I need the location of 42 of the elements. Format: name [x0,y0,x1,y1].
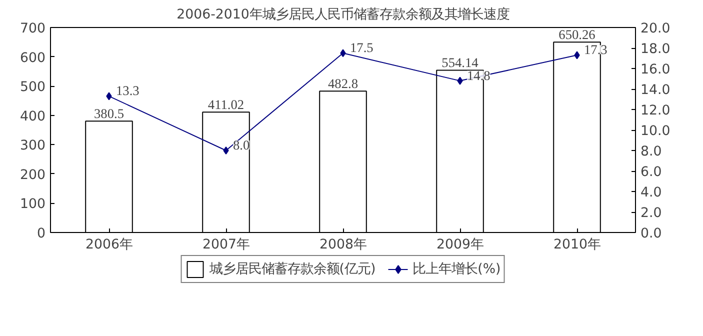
x-tick-label: 2007年 [202,238,250,252]
data-label: 14.8 [467,68,491,83]
data-label: 13.3 [116,83,140,98]
y-tick-label: 700 [20,22,46,36]
y-tick-label: 300 [20,138,46,154]
data-label: 482.8 [328,76,358,92]
y-tick-label: 600 [20,50,46,66]
y-tick-label: 200 [20,168,46,183]
x-tick-label: 2010年 [554,238,600,252]
point [574,51,580,60]
y2-tick-label: 18.0 [640,42,670,57]
point [457,76,463,85]
x-tick-label: 2008年 [320,238,366,252]
data-label: 8.0 [233,138,250,152]
y2-tick-label: 2.0 [640,206,662,221]
y2-tick-label: 8.0 [640,144,662,160]
y-tick-label: 500 [20,80,46,96]
data-label: 17.3 [584,42,608,58]
x-tick-label: 2006年 [86,238,132,252]
data-label: 554.14 [442,55,479,70]
point [340,49,346,58]
y2-tick-label: 4.0 [640,186,662,200]
chart-title: 2006-2010年城乡居民人民币储蓄存款余额及其增长速度 [176,6,510,22]
y2-tick-label: 14.0 [640,83,670,98]
legend-label: 比上年增长(%) [412,260,501,278]
y2-tick-label: 6.0 [640,165,662,180]
point [223,146,229,154]
x-tick-label: 2009年 [436,238,484,252]
y2-tick-label: 12.0 [640,104,670,118]
y-tick-label: 400 [20,109,46,124]
y2-tick-label: 10.0 [640,124,670,139]
data-label: 17.5 [350,40,374,56]
data-label: 650.26 [558,27,596,42]
y2-tick-label: 16.0 [640,62,670,78]
y-tick-label: 100 [20,197,46,212]
y2-tick-label: 20.0 [640,22,670,36]
data-label: 380.5 [94,106,124,122]
y2-tick-label: 0.0 [640,226,662,242]
data-label: 411.02 [208,97,244,112]
y-tick-label: 0 [37,226,46,242]
legend-label: 城乡居民储蓄存款余额(亿元) [209,260,376,278]
point [106,92,112,100]
